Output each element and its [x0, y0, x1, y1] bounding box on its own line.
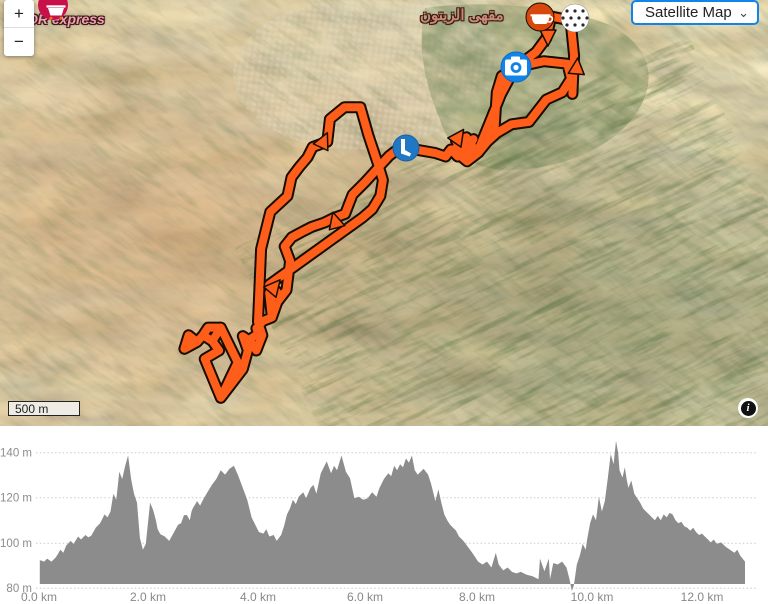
svg-text:120 m: 120 m	[0, 493, 32, 505]
svg-text:4.0 km: 4.0 km	[240, 590, 276, 604]
svg-text:12.0 km: 12.0 km	[681, 590, 724, 604]
svg-text:6.0 km: 6.0 km	[347, 590, 383, 604]
svg-text:100 m: 100 m	[0, 538, 32, 550]
svg-text:0.0 km: 0.0 km	[21, 590, 57, 604]
svg-text:140 m: 140 m	[0, 448, 32, 460]
svg-text:8.0 km: 8.0 km	[459, 590, 495, 604]
svg-text:2.0 km: 2.0 km	[130, 590, 166, 604]
svg-text:10.0 km: 10.0 km	[571, 590, 614, 604]
